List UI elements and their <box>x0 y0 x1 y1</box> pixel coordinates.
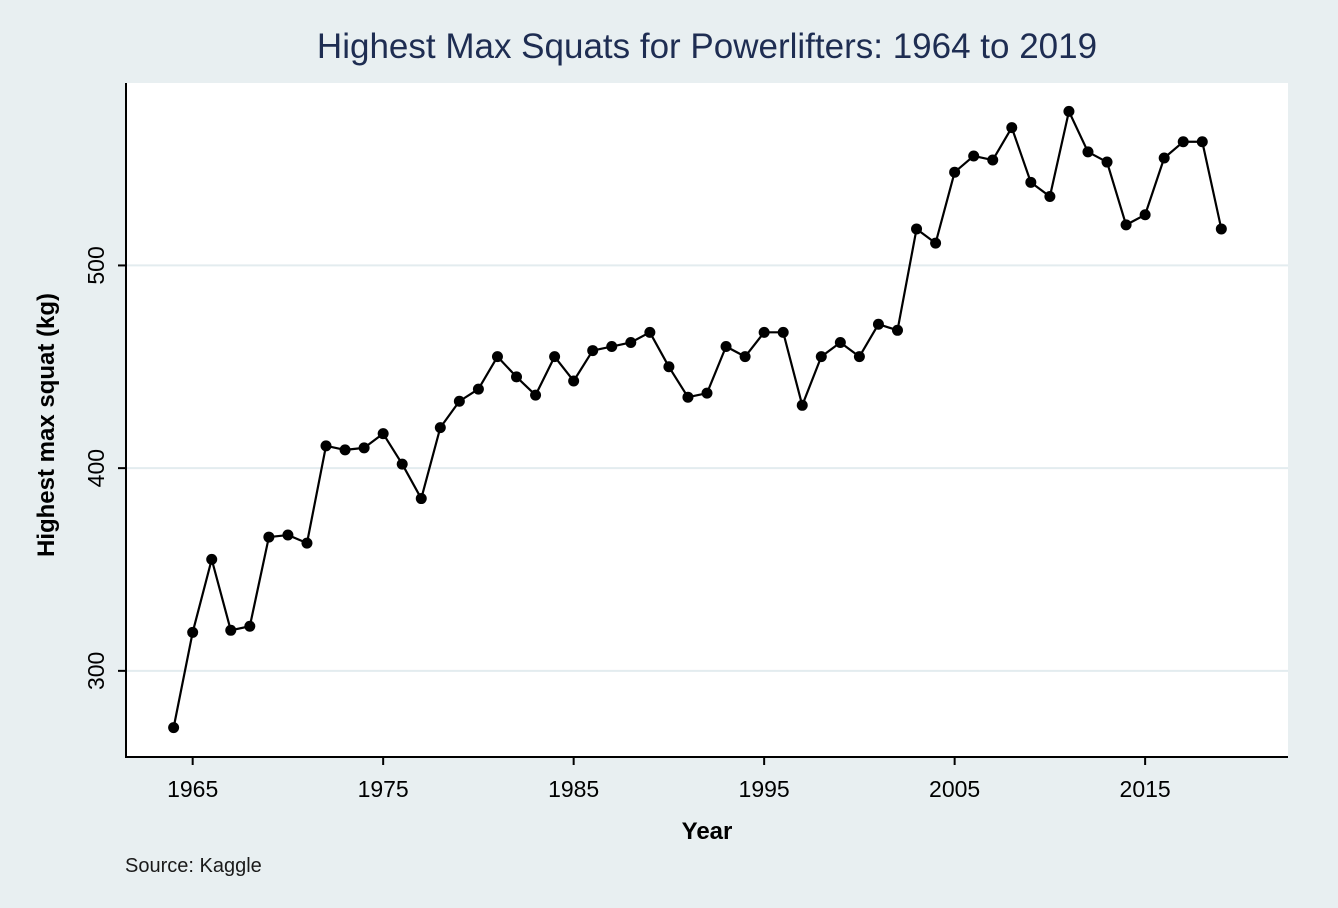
data-point-1997 <box>796 399 808 411</box>
data-point-1979 <box>453 395 465 407</box>
data-point-1969 <box>263 531 275 543</box>
chart-title: Highest Max Squats for Powerlifters: 196… <box>317 27 1097 66</box>
data-point-1986 <box>587 345 599 357</box>
data-point-2002 <box>891 324 903 336</box>
x-axis-title: Year <box>682 818 733 845</box>
data-point-2010 <box>1044 191 1056 203</box>
x-tick-label: 1995 <box>739 776 790 802</box>
data-point-1981 <box>491 351 503 363</box>
data-point-1966 <box>206 553 218 565</box>
data-point-1964 <box>168 722 180 734</box>
data-point-2017 <box>1177 136 1189 148</box>
data-point-1971 <box>301 537 313 549</box>
data-point-1989 <box>644 326 656 338</box>
source-note: Source: Kaggle <box>125 855 262 877</box>
data-point-1990 <box>663 361 675 373</box>
data-point-2011 <box>1063 105 1075 117</box>
data-point-2012 <box>1082 146 1094 158</box>
data-point-2014 <box>1120 219 1132 231</box>
data-point-1983 <box>530 389 542 401</box>
data-point-2013 <box>1101 156 1113 168</box>
data-point-2018 <box>1196 136 1208 148</box>
data-point-2006 <box>968 150 980 162</box>
data-point-1980 <box>472 383 484 395</box>
data-point-2004 <box>930 237 942 249</box>
x-tick-label: 2005 <box>929 776 980 802</box>
data-point-2008 <box>1006 122 1018 134</box>
data-point-2016 <box>1158 152 1170 164</box>
axis-ticks: 300 400 500 1965 1975 1985 1995 2005 2015 <box>83 246 1171 802</box>
x-tick-label: 1975 <box>358 776 409 802</box>
y-axis-title: Highest max squat (kg) <box>33 293 60 557</box>
data-point-1991 <box>682 391 694 403</box>
data-point-2000 <box>853 351 865 363</box>
data-point-1985 <box>568 375 580 387</box>
data-point-2003 <box>911 223 923 235</box>
plot-area <box>126 83 1288 757</box>
grid-lines <box>127 264 1288 672</box>
data-point-1994 <box>739 351 751 363</box>
data-point-1973 <box>339 444 351 456</box>
data-point-1998 <box>815 351 827 363</box>
data-point-1972 <box>320 440 332 452</box>
data-point-1975 <box>377 428 389 440</box>
x-tick-label: 1965 <box>167 776 218 802</box>
data-point-2019 <box>1215 223 1227 235</box>
x-tick-label: 1985 <box>548 776 599 802</box>
data-point-1977 <box>415 493 427 505</box>
data-point-1978 <box>434 422 446 434</box>
data-point-1976 <box>396 458 408 470</box>
y-tick-label: 400 <box>83 449 109 487</box>
data-point-1992 <box>701 387 713 399</box>
y-tick-label: 300 <box>83 652 109 690</box>
data-point-1970 <box>282 529 294 541</box>
data-point-1996 <box>777 326 789 338</box>
data-point-2007 <box>987 154 999 166</box>
data-point-1995 <box>758 326 770 338</box>
data-point-1974 <box>358 442 370 454</box>
data-series <box>168 105 1227 734</box>
data-point-2001 <box>872 318 884 330</box>
data-point-1967 <box>225 624 237 636</box>
data-point-1999 <box>834 336 846 348</box>
data-point-1982 <box>511 371 523 383</box>
data-point-1993 <box>720 341 732 353</box>
data-point-2005 <box>949 166 961 178</box>
data-point-1968 <box>244 620 256 632</box>
y-tick-label: 500 <box>83 246 109 284</box>
data-point-2015 <box>1139 209 1151 221</box>
data-point-1965 <box>187 626 199 638</box>
data-point-1987 <box>606 341 618 353</box>
data-point-2009 <box>1025 176 1037 188</box>
data-point-1984 <box>549 351 561 363</box>
x-tick-label: 2015 <box>1120 776 1171 802</box>
data-point-1988 <box>625 336 637 348</box>
